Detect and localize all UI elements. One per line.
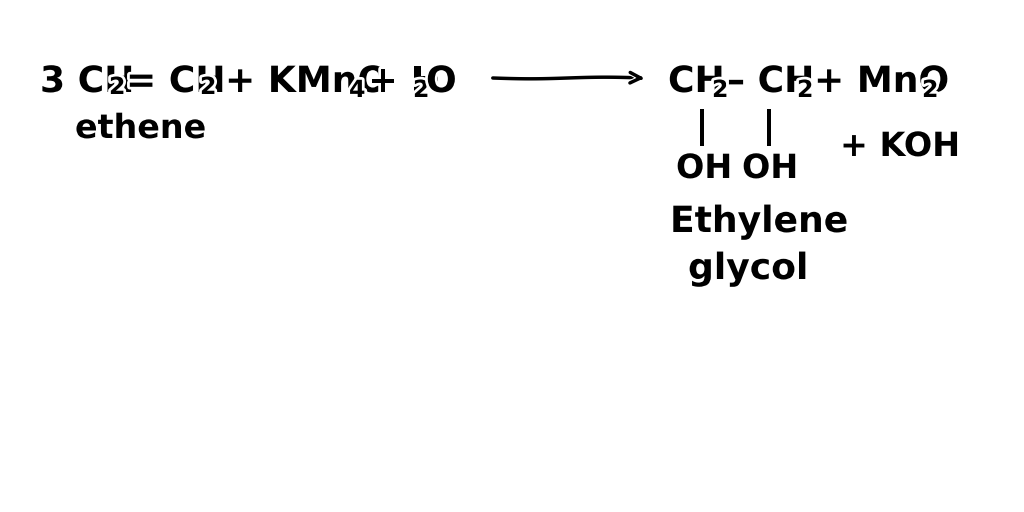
Text: glycol: glycol: [688, 252, 808, 286]
Text: 2: 2: [797, 78, 813, 102]
Text: CH: CH: [668, 65, 725, 99]
Text: |: |: [762, 110, 775, 146]
Text: 2: 2: [200, 75, 216, 99]
Text: + H: + H: [368, 65, 441, 99]
Text: Ethylene: Ethylene: [670, 205, 849, 239]
Text: = CH: = CH: [126, 65, 225, 99]
Text: 4: 4: [349, 78, 366, 102]
Text: |: |: [695, 110, 709, 146]
Text: 2: 2: [712, 78, 728, 102]
Text: OH: OH: [742, 152, 799, 185]
Text: + MnO: + MnO: [814, 65, 949, 99]
Text: 2: 2: [109, 75, 125, 99]
Text: 2: 2: [922, 78, 938, 102]
Text: + KMnO: + KMnO: [225, 65, 388, 99]
Text: ethene: ethene: [75, 112, 207, 145]
Text: 2: 2: [413, 78, 429, 102]
Text: – CH: – CH: [727, 65, 814, 99]
Text: O: O: [426, 65, 457, 99]
Text: + KOH: + KOH: [840, 130, 961, 163]
Text: 3 CH: 3 CH: [40, 65, 134, 99]
Text: OH: OH: [676, 152, 732, 185]
